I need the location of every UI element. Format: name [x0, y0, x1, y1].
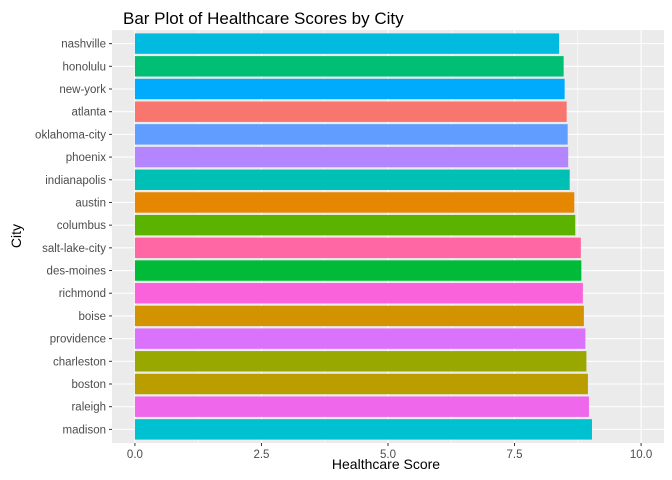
x-tick-label: 2.5	[253, 449, 269, 461]
bar-new-york	[134, 78, 565, 100]
chart-title: Bar Plot of Healthcare Scores by City	[123, 9, 404, 28]
bar-des-moines	[134, 260, 582, 281]
x-tick-label: 0.0	[127, 449, 143, 461]
y-tick-label-madison: madison	[63, 424, 106, 436]
y-tick-label-phoenix: phoenix	[66, 152, 107, 164]
bars	[134, 33, 592, 440]
bar-boston	[134, 373, 588, 395]
bar-oklahoma-city	[134, 124, 568, 145]
y-tick-label-boise: boise	[79, 311, 107, 323]
bar-raleigh	[134, 396, 589, 417]
y-tick-label-indianapolis: indianapolis	[45, 175, 106, 187]
y-axis-title: City	[8, 224, 24, 248]
x-tick-label: 10.0	[630, 449, 652, 461]
bar-austin	[134, 192, 575, 213]
x-tick-label: 5.0	[380, 449, 396, 461]
bar-providence	[134, 328, 586, 349]
y-tick-label-columbus: columbus	[57, 220, 106, 232]
y-tick-labels: nashville honolulu new-york atlanta oklahoma…	[35, 39, 112, 436]
y-tick-label-raleigh: raleigh	[71, 402, 106, 414]
bar-columbus	[134, 214, 576, 236]
bar-indianapolis	[134, 169, 570, 190]
bar-richmond	[134, 283, 583, 304]
y-tick-label-atlanta: atlanta	[71, 107, 106, 119]
y-tick-label-oklahoma-city: oklahoma-city	[35, 129, 106, 141]
y-tick-label-charleston: charleston	[53, 356, 106, 368]
y-tick-label-providence: providence	[50, 334, 106, 346]
bar-madison	[134, 419, 592, 440]
bar-phoenix	[134, 146, 569, 168]
y-tick-label-nashville: nashville	[61, 39, 106, 51]
x-tick-label: 7.5	[507, 449, 523, 461]
bar-honolulu	[134, 56, 564, 77]
y-tick-label-new-york: new-york	[59, 84, 106, 96]
bar-nashville	[134, 33, 560, 54]
y-tick-label-des-moines: des-moines	[47, 266, 107, 278]
bar-boise	[134, 305, 584, 327]
y-tick-label-salt-lake-city: salt-lake-city	[42, 243, 106, 255]
bar-charleston	[134, 351, 587, 372]
bar-salt-lake-city	[134, 237, 581, 259]
x-tick-labels: 0.0 2.5 5.0 7.5 10.0	[127, 443, 652, 461]
y-tick-label-richmond: richmond	[59, 288, 106, 300]
y-tick-label-austin: austin	[75, 197, 106, 209]
x-axis-title: Healthcare Score	[332, 456, 440, 472]
y-tick-label-honolulu: honolulu	[63, 61, 106, 73]
bar-atlanta	[134, 101, 567, 122]
y-tick-label-boston: boston	[71, 379, 106, 391]
